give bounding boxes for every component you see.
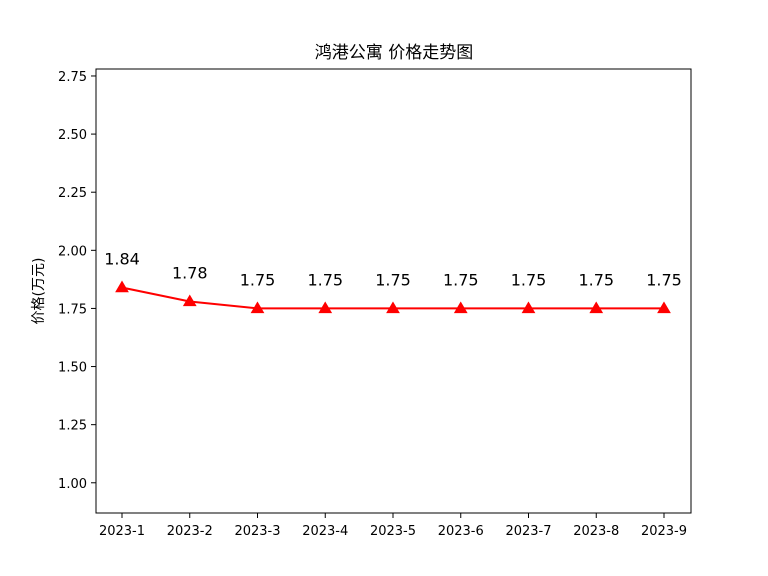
data-point-marker [453, 301, 468, 314]
series-layer [115, 280, 671, 314]
y-tick-label: 2.50 [58, 128, 87, 143]
data-label: 1.84 [104, 250, 140, 269]
x-tick-label: 2023-8 [573, 524, 619, 539]
y-tick-label: 2.00 [58, 244, 87, 259]
data-point-marker [182, 294, 197, 307]
y-tick-label: 1.25 [58, 419, 87, 434]
y-tick-label: 1.00 [58, 477, 87, 492]
x-axis: 2023-1 2023-2 2023-3 2023-4 2023-5 2023-6 2023… [99, 513, 687, 539]
x-tick-label: 2023-4 [302, 524, 348, 539]
data-label: 1.75 [578, 270, 614, 289]
y-tick-label: 1.50 [58, 361, 87, 376]
data-label: 1.75 [375, 270, 411, 289]
x-tick-label: 2023-3 [234, 524, 280, 539]
x-tick-label: 2023-9 [641, 524, 687, 539]
y-tick-label: 2.75 [58, 70, 87, 85]
data-point-marker [115, 280, 129, 293]
x-tick-label: 2023-7 [505, 524, 551, 539]
data-label: 1.78 [172, 263, 208, 282]
data-point-marker [521, 301, 536, 314]
data-point-marker [386, 301, 400, 314]
y-tick-label: 2.25 [58, 186, 87, 201]
x-tick-label: 2023-5 [370, 524, 416, 539]
data-label: 1.75 [307, 270, 343, 289]
data-point-marker [657, 301, 671, 314]
y-axis: 1.00 1.25 1.50 1.75 2.00 2.25 2.50 2.75 [58, 70, 96, 492]
y-tick-label: 1.75 [58, 302, 87, 317]
data-label: 1.75 [646, 270, 682, 289]
plot-area [95, 68, 692, 514]
chart-title: 鸿港公寓 价格走势图 [315, 43, 473, 63]
y-axis-label: 价格(万元) [31, 258, 47, 325]
data-label: 1.75 [443, 270, 479, 289]
data-point-marker [250, 301, 265, 314]
x-tick-label: 2023-6 [438, 524, 484, 539]
data-labels-layer: 1.84 1.78 1.75 1.75 1.75 1.75 1.75 1.75 1.75 [104, 250, 682, 290]
data-label: 1.75 [240, 270, 276, 289]
data-point-marker [318, 301, 333, 314]
x-tick-label: 2023-2 [167, 524, 213, 539]
data-point-marker [589, 301, 604, 314]
plot-frame [95, 68, 692, 514]
data-label: 1.75 [511, 270, 547, 289]
x-tick-label: 2023-1 [99, 524, 145, 539]
